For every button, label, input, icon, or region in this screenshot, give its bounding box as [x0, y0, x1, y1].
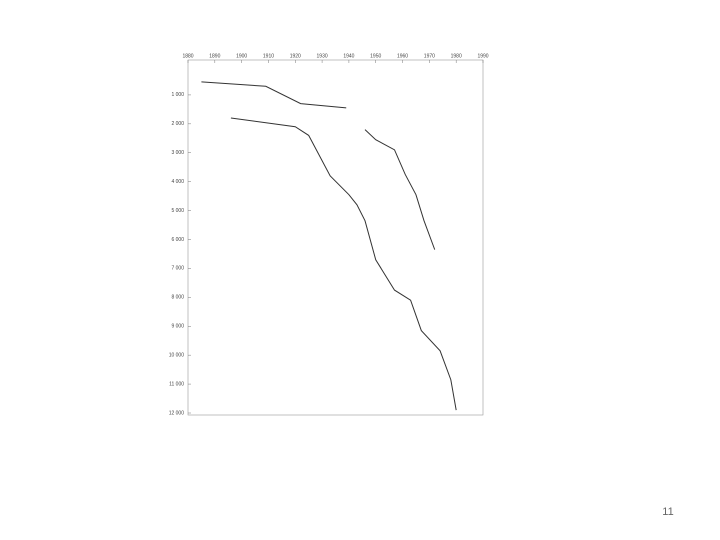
y-tick-label: 1 000 — [171, 92, 184, 98]
series-line — [201, 81, 347, 109]
series-line — [364, 129, 436, 250]
x-tick-label: 1990 — [477, 53, 488, 59]
series-line — [230, 117, 457, 411]
x-tick-label: 1930 — [317, 53, 328, 59]
x-tick-label: 1890 — [209, 53, 220, 59]
x-tick-label: 1910 — [263, 53, 274, 59]
y-tick-label: 6 000 — [171, 237, 184, 243]
y-tick-label: 10 000 — [169, 352, 185, 358]
y-tick-label: 12 000 — [169, 410, 185, 416]
page-number: 11 — [662, 506, 673, 518]
x-tick-label: 1950 — [370, 53, 381, 59]
x-tick-label: 1970 — [424, 53, 435, 59]
y-tick-label: 7 000 — [171, 266, 184, 272]
x-tick-label: 1980 — [451, 53, 462, 59]
y-tick-label: 11 000 — [169, 381, 184, 387]
x-tick-label: 1900 — [236, 53, 247, 59]
x-tick-label: 1920 — [290, 53, 301, 59]
x-tick-label: 1880 — [182, 53, 193, 59]
y-tick-label: 4 000 — [171, 179, 184, 185]
y-tick-label: 9 000 — [171, 324, 184, 330]
plot-frame — [187, 59, 484, 416]
x-tick-label: 1940 — [343, 53, 354, 59]
y-tick-label: 8 000 — [171, 295, 184, 301]
y-tick-label: 2 000 — [171, 121, 184, 127]
x-tick-label: 1960 — [397, 53, 408, 59]
y-tick-label: 3 000 — [171, 150, 184, 156]
y-tick-label: 5 000 — [171, 208, 184, 214]
